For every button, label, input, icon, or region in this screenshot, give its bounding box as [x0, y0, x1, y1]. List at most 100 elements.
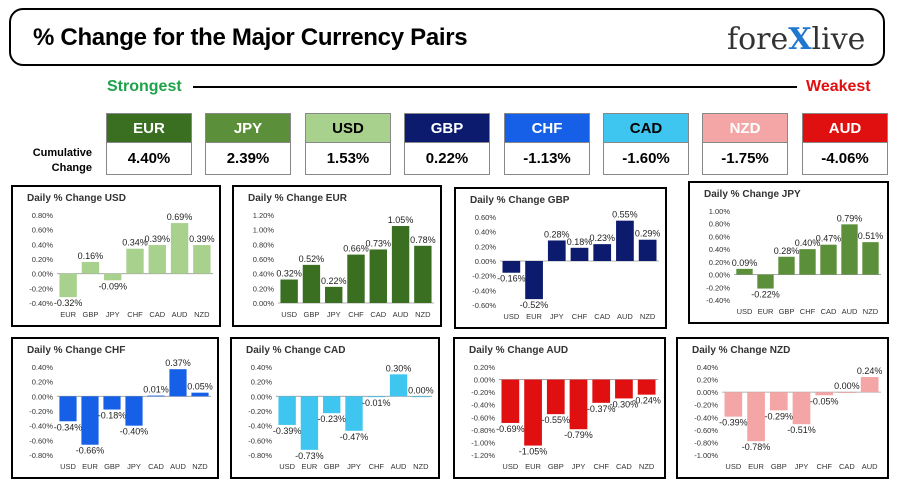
- y-tick-label: -0.80%: [471, 426, 495, 435]
- chart-usd: 0.80%0.60%0.40%0.20%0.00%-0.20%-0.40% -0.…: [29, 211, 215, 319]
- cumulative-change-value: 0.22%: [404, 143, 490, 175]
- chart-panel-eur: Daily % Change EUR 1.20% 1.00% 0.80% 0.60% 0…: [232, 185, 442, 327]
- data-label: 0.32%: [276, 269, 302, 279]
- cumulative-change-value: -1.60%: [603, 143, 689, 175]
- data-label: -0.29%: [765, 411, 794, 421]
- category-label: CAD: [149, 310, 165, 319]
- data-label: -0.23%: [317, 414, 346, 424]
- bar-aud: [169, 369, 187, 397]
- bar-cad: [615, 379, 633, 399]
- y-tick-label: -0.40%: [29, 299, 53, 308]
- currency-box-jpy: JPY 2.39%: [205, 113, 291, 175]
- forexlive-logo: foreXlive: [727, 22, 865, 57]
- data-label: 0.24%: [857, 366, 883, 376]
- bar-cad: [838, 392, 856, 393]
- currency-code: CHF: [504, 113, 590, 143]
- currency-box-gbp: GBP 0.22%: [404, 113, 490, 175]
- data-label: 0.79%: [837, 213, 863, 223]
- chart-panel-aud: Daily % Change AUD 0.20% 0.00% -0.20% -0.40…: [453, 337, 666, 479]
- data-label: 0.66%: [343, 244, 369, 254]
- data-label: -0.78%: [742, 442, 771, 452]
- category-label: USD: [503, 312, 519, 321]
- category-label: GBP: [104, 462, 120, 471]
- bar-jpy: [104, 273, 122, 281]
- data-label: -0.40%: [120, 427, 149, 437]
- data-label: 1.05%: [388, 215, 414, 225]
- category-label: EUR: [302, 462, 318, 471]
- data-label: 0.37%: [165, 358, 191, 368]
- data-label: -0.18%: [98, 411, 127, 421]
- y-tick-label: 0.20%: [709, 258, 731, 267]
- category-label: GBP: [548, 462, 564, 471]
- category-label: AUD: [617, 312, 633, 321]
- y-tick-label: 0.80%: [253, 240, 275, 249]
- chart-jpy: 1.00% 0.80% 0.60% 0.40% 0.20% 0.00% -0.20% -0.4…: [706, 207, 883, 316]
- category-label: CHF: [369, 462, 385, 471]
- y-tick-label: 0.60%: [475, 213, 497, 222]
- category-label: CHF: [348, 310, 364, 319]
- chart-panel-nzd: Daily % Change NZD 0.40% 0.20% 0.00% -0.20%…: [676, 337, 889, 479]
- y-tick-label: -0.40%: [29, 422, 53, 431]
- category-label: NZD: [192, 462, 208, 471]
- cumulative-change-value: -1.75%: [702, 143, 788, 175]
- data-label: -0.73%: [295, 451, 324, 461]
- y-tick-label: -0.60%: [472, 301, 496, 310]
- data-label: -0.69%: [496, 424, 525, 434]
- data-label: 0.30%: [386, 363, 412, 373]
- bar-eur: [300, 396, 319, 450]
- y-tick-label: 0.00%: [32, 392, 54, 401]
- bar-nzd: [638, 239, 657, 261]
- y-tick-label: 0.20%: [697, 376, 719, 385]
- bar-gbp: [769, 392, 788, 411]
- y-tick-label: -0.20%: [472, 272, 496, 281]
- bar-jpy: [792, 392, 811, 425]
- bar-aud: [860, 377, 879, 393]
- data-label: 0.39%: [189, 234, 215, 244]
- data-label: -0.52%: [520, 300, 549, 310]
- bar-usd: [724, 392, 743, 417]
- data-label: 0.47%: [816, 234, 842, 244]
- chart-panel-chf: Daily % Change CHF 0.40% 0.20% 0.00% -0.20%…: [11, 337, 219, 479]
- currency-code: USD: [305, 113, 391, 143]
- category-label: CAD: [148, 462, 164, 471]
- data-label: -0.16%: [497, 274, 526, 284]
- category-label: CAD: [616, 462, 632, 471]
- category-label: AUD: [393, 310, 409, 319]
- bar-chf: [347, 254, 365, 303]
- chart-panel-gbp: Daily % Change GBP 0.60% 0.40% 0.20% 0.00% -…: [454, 187, 667, 329]
- data-label: 0.73%: [366, 238, 392, 248]
- bar-eur: [524, 379, 542, 446]
- category-label: AUD: [862, 462, 878, 471]
- category-label: CAD: [594, 312, 610, 321]
- category-label: CHF: [127, 310, 143, 319]
- category-label: USD: [281, 310, 297, 319]
- category-label: NZD: [194, 310, 210, 319]
- bar-eur: [757, 274, 774, 289]
- data-label: 0.78%: [410, 235, 436, 245]
- category-label: AUD: [842, 307, 858, 316]
- category-label: CAD: [370, 310, 386, 319]
- data-label: -0.05%: [810, 396, 839, 406]
- y-tick-label: -0.40%: [706, 296, 730, 305]
- cumulative-label: Cumulative Change: [32, 147, 92, 174]
- category-label: NZD: [415, 310, 431, 319]
- cumulative-change-value: -1.13%: [504, 143, 590, 175]
- y-tick-label: -1.00%: [694, 451, 718, 460]
- chart-title-jpy: Daily % Change JPY: [704, 189, 801, 200]
- bar-nzd: [637, 379, 656, 395]
- data-label: -0.01%: [362, 398, 391, 408]
- bar-nzd: [862, 242, 879, 275]
- bar-aud: [841, 224, 858, 275]
- category-label: JPY: [572, 462, 586, 471]
- category-label: GBP: [771, 462, 787, 471]
- y-tick-label: 0.20%: [32, 255, 54, 264]
- y-tick-label: 0.40%: [697, 363, 719, 372]
- currency-code: CAD: [603, 113, 689, 143]
- category-label: NZD: [413, 462, 429, 471]
- category-label: EUR: [748, 462, 764, 471]
- y-tick-label: -0.80%: [248, 451, 272, 460]
- data-label: -0.22%: [751, 290, 780, 300]
- chart-title-nzd: Daily % Change NZD: [692, 345, 791, 356]
- bar-cad: [147, 395, 165, 397]
- bar-chf: [126, 248, 144, 274]
